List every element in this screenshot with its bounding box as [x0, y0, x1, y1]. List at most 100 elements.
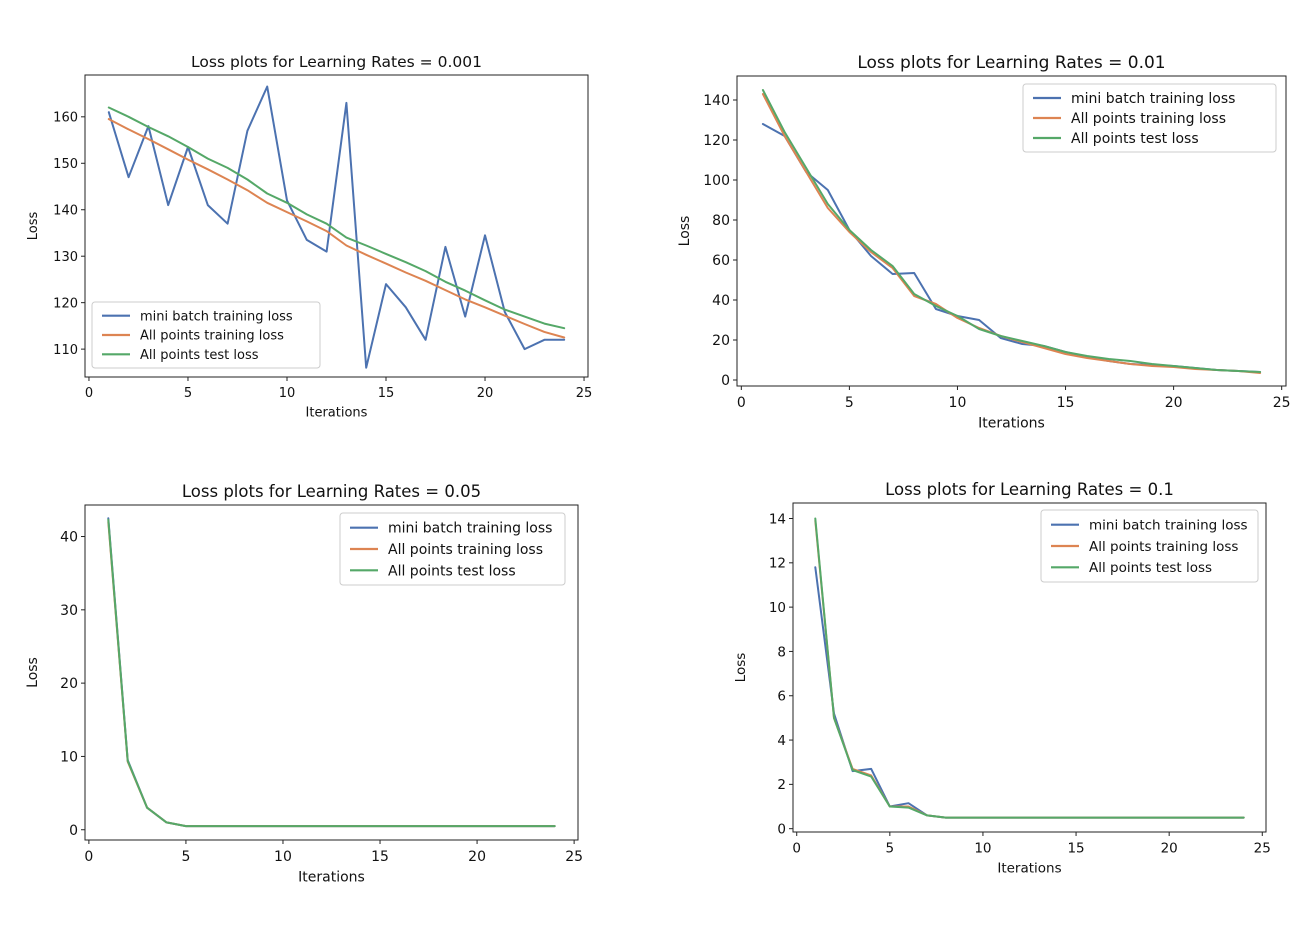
- y-tick-label: 110: [53, 343, 78, 358]
- x-axis-label: Iterations: [978, 415, 1045, 431]
- legend-label: mini batch training loss: [1071, 91, 1235, 107]
- legend-label: All points training loss: [140, 329, 284, 344]
- x-axis-label: Iterations: [997, 860, 1061, 876]
- y-tick-label: 0: [721, 373, 730, 389]
- y-tick-label: 120: [703, 133, 730, 149]
- x-tick-label: 0: [737, 395, 746, 411]
- legend-label: All points test loss: [388, 563, 516, 579]
- legend-label: All points test loss: [140, 348, 259, 363]
- y-tick-label: 20: [60, 676, 78, 692]
- chart-panel-4: Loss plots for Learning Rates = 0.1 0 5 10 1…: [733, 480, 1271, 876]
- y-axis-label: Loss: [677, 216, 693, 247]
- legend: mini batch training loss All points train…: [91, 301, 321, 369]
- x-axis-label: Iterations: [298, 869, 365, 885]
- y-tick-label: 14: [769, 511, 786, 527]
- chart-title: Loss plots for Learning Rates = 0.1: [885, 480, 1174, 499]
- x-tick-label: 5: [181, 849, 190, 865]
- y-axis-label: Loss: [26, 212, 41, 241]
- x-tick-label: 10: [974, 841, 991, 857]
- y-tick-label: 8: [777, 644, 786, 660]
- legend-box: [339, 512, 566, 586]
- series-line-3: [107, 106, 566, 330]
- y-tick-label: 40: [712, 293, 730, 309]
- y-tick-label: 0: [777, 822, 786, 838]
- series-line-1: [761, 123, 1262, 373]
- series-line-1: [814, 566, 1245, 819]
- legend-label: All points training loss: [1089, 539, 1238, 555]
- x-tick-label: 5: [184, 386, 192, 401]
- series-line-3: [814, 517, 1245, 819]
- legend-label: All points training loss: [1071, 111, 1226, 127]
- x-tick-label: 5: [845, 395, 854, 411]
- plot-frame: [84, 74, 589, 378]
- plot-frame: [736, 75, 1287, 387]
- y-tick-label: 0: [69, 823, 78, 839]
- y-axis-label: Loss: [733, 653, 749, 683]
- legend-label: mini batch training loss: [140, 309, 293, 324]
- y-tick-label: 20: [712, 333, 730, 349]
- chart-title: Loss plots for Learning Rates = 0.01: [857, 53, 1165, 73]
- series-line-2: [107, 118, 566, 339]
- x-axis-label: Iterations: [306, 405, 368, 420]
- series-line-3: [761, 89, 1262, 373]
- legend-box: [1040, 509, 1259, 583]
- y-tick-label: 80: [712, 213, 730, 229]
- series-line-3: [107, 518, 556, 828]
- x-tick-label: 20: [1161, 841, 1178, 857]
- y-tick-label: 150: [53, 157, 78, 172]
- y-axis-label: Loss: [25, 657, 41, 688]
- x-tick-label: 15: [1057, 395, 1075, 411]
- series-line-1: [107, 85, 566, 369]
- chart-panel-1: Loss plots for Learning Rates = 0.001 0 5 1…: [26, 53, 592, 420]
- y-tick-label: 160: [53, 110, 78, 125]
- y-tick-label: 40: [60, 530, 78, 546]
- y-tick-label: 140: [703, 93, 730, 109]
- x-tick-label: 0: [85, 386, 93, 401]
- x-tick-label: 25: [565, 849, 583, 865]
- x-tick-label: 15: [1067, 841, 1084, 857]
- x-tick-label: 20: [477, 386, 494, 401]
- y-tick-label: 2: [777, 777, 786, 793]
- legend: mini batch training loss All points train…: [339, 512, 566, 586]
- y-tick-label: 10: [769, 600, 786, 616]
- chart-title: Loss plots for Learning Rates = 0.001: [191, 53, 482, 71]
- legend-label: mini batch training loss: [1089, 518, 1248, 534]
- legend: mini batch training loss All points train…: [1022, 83, 1277, 153]
- y-tick-label: 60: [712, 253, 730, 269]
- x-tick-label: 20: [468, 849, 486, 865]
- x-tick-label: 20: [1165, 395, 1183, 411]
- legend-label: mini batch training loss: [388, 521, 552, 537]
- x-tick-label: 25: [576, 386, 593, 401]
- x-tick-label: 25: [1273, 395, 1291, 411]
- x-tick-label: 15: [371, 849, 389, 865]
- y-tick-label: 100: [703, 173, 730, 189]
- chart-panel-3: Loss plots for Learning Rates = 0.05 0 5 10…: [25, 482, 583, 885]
- y-tick-label: 10: [60, 749, 78, 765]
- x-tick-label: 10: [274, 849, 292, 865]
- legend: mini batch training loss All points train…: [1040, 509, 1259, 583]
- x-tick-label: 10: [949, 395, 967, 411]
- x-tick-label: 25: [1254, 841, 1271, 857]
- y-tick-label: 140: [53, 203, 78, 218]
- plot-frame: [792, 502, 1267, 833]
- plot-frame: [84, 504, 579, 841]
- legend-box: [1022, 83, 1277, 153]
- y-tick-label: 12: [769, 556, 786, 572]
- y-tick-label: 4: [777, 733, 786, 749]
- legend-label: All points test loss: [1071, 131, 1199, 147]
- legend-label: All points test loss: [1089, 560, 1212, 576]
- y-tick-label: 120: [53, 296, 78, 311]
- y-tick-label: 30: [60, 603, 78, 619]
- legend-label: All points training loss: [388, 542, 543, 558]
- y-tick-label: 130: [53, 250, 78, 265]
- y-tick-label: 6: [777, 689, 786, 705]
- x-tick-label: 10: [279, 386, 296, 401]
- chart-title: Loss plots for Learning Rates = 0.05: [182, 482, 481, 501]
- x-tick-label: 5: [886, 841, 895, 857]
- x-tick-label: 15: [378, 386, 395, 401]
- chart-panel-2: Loss plots for Learning Rates = 0.01 0 5 10…: [677, 53, 1291, 431]
- legend-box: [91, 301, 321, 369]
- x-tick-label: 0: [84, 849, 93, 865]
- x-tick-label: 0: [792, 841, 801, 857]
